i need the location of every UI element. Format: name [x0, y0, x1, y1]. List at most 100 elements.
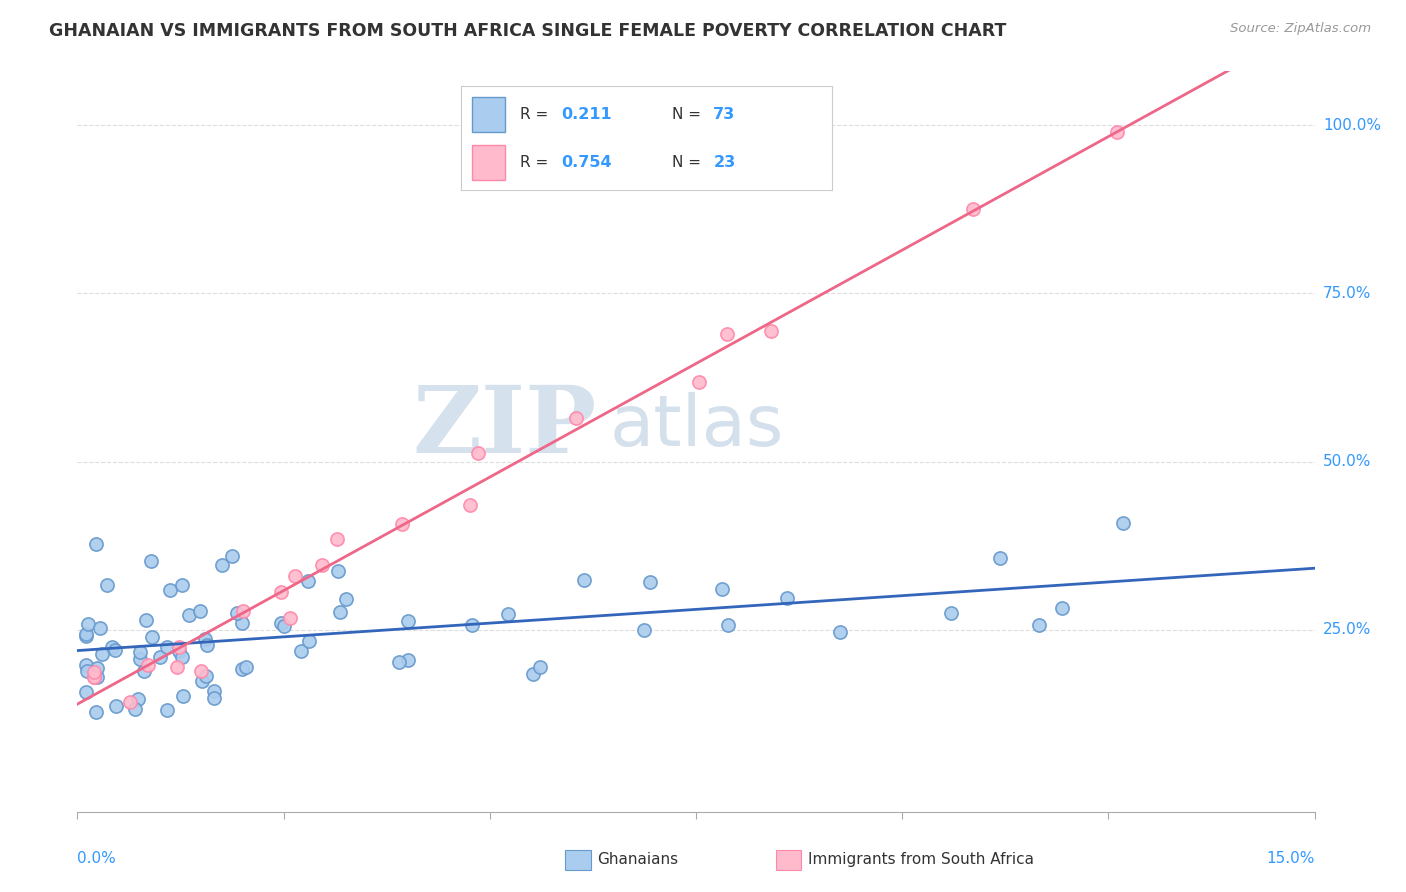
Point [195, 669, 218, 683]
Point [298, 634, 321, 648]
Point [335, 592, 357, 607]
Point [941, 606, 963, 620]
Point [136, 657, 159, 672]
Text: Source: ZipAtlas.com: Source: ZipAtlas.com [1230, 22, 1371, 36]
Point [759, 324, 782, 338]
Point [190, 665, 212, 679]
Point [124, 702, 146, 716]
Point [166, 660, 188, 674]
Point [188, 604, 211, 618]
Point [716, 327, 738, 342]
Text: 25.0%: 25.0% [1323, 623, 1371, 638]
Point [284, 569, 307, 583]
Point [565, 411, 588, 425]
Text: 100.0%: 100.0% [1323, 118, 1381, 133]
Point [273, 618, 295, 632]
Point [191, 673, 214, 688]
Text: 50.0%: 50.0% [1323, 454, 1371, 469]
Point [159, 582, 181, 597]
Text: Immigrants from South Africa: Immigrants from South Africa [808, 853, 1035, 867]
Point [118, 695, 141, 709]
Point [270, 584, 292, 599]
Point [329, 605, 352, 619]
Point [141, 553, 163, 567]
Point [76, 664, 98, 678]
Point [461, 618, 484, 632]
Point [128, 645, 150, 659]
Point [194, 632, 217, 646]
Point [776, 591, 799, 605]
Point [235, 659, 257, 673]
Point [396, 615, 419, 629]
Text: atlas: atlas [609, 392, 783, 461]
Point [83, 665, 105, 679]
Point [134, 665, 156, 679]
Text: GHANAIAN VS IMMIGRANTS FROM SOUTH AFRICA SINGLE FEMALE POVERTY CORRELATION CHART: GHANAIAN VS IMMIGRANTS FROM SOUTH AFRICA… [49, 22, 1007, 40]
Point [172, 690, 194, 704]
Point [522, 667, 544, 681]
Point [830, 624, 852, 639]
Point [716, 618, 738, 632]
Point [326, 564, 349, 578]
Point [962, 202, 984, 216]
Text: Ghanaians: Ghanaians [598, 853, 679, 867]
Point [388, 655, 411, 669]
Point [135, 613, 157, 627]
Point [167, 644, 190, 658]
Point [231, 615, 253, 630]
Point [172, 649, 194, 664]
Point [202, 691, 225, 706]
Point [221, 549, 243, 564]
Point [156, 703, 179, 717]
Point [396, 653, 419, 667]
Point [278, 611, 301, 625]
Point [325, 532, 347, 546]
Point [270, 616, 292, 631]
Point [96, 578, 118, 592]
Point [127, 692, 149, 706]
Point [75, 684, 97, 698]
Point [83, 670, 105, 684]
Point [167, 640, 190, 654]
Point [172, 578, 194, 592]
Point [311, 558, 333, 573]
Point [633, 623, 655, 637]
Point [202, 684, 225, 698]
Point [458, 498, 481, 512]
Point [104, 642, 127, 657]
Point [988, 551, 1011, 566]
Point [225, 606, 247, 620]
Point [297, 574, 319, 588]
Text: 75.0%: 75.0% [1323, 286, 1371, 301]
Point [77, 617, 100, 632]
Point [1028, 617, 1050, 632]
Point [711, 582, 734, 596]
Point [232, 604, 254, 618]
Point [467, 446, 489, 460]
Point [101, 640, 124, 654]
Point [391, 517, 413, 532]
Point [84, 537, 107, 551]
Point [1050, 601, 1073, 615]
Point [75, 626, 97, 640]
Point [688, 375, 710, 389]
Point [128, 651, 150, 665]
Text: 15.0%: 15.0% [1267, 851, 1315, 865]
Point [1105, 125, 1128, 139]
Point [75, 657, 97, 672]
Point [90, 647, 112, 661]
Point [195, 638, 218, 652]
Point [211, 558, 233, 573]
Point [141, 630, 163, 644]
Point [83, 670, 105, 684]
Point [105, 698, 128, 713]
Point [231, 662, 253, 676]
Point [156, 640, 179, 654]
Point [149, 649, 172, 664]
Point [75, 629, 97, 643]
Point [86, 661, 108, 675]
Point [86, 670, 108, 684]
Point [290, 644, 312, 658]
Point [496, 607, 519, 622]
Text: 0.0%: 0.0% [77, 851, 117, 865]
